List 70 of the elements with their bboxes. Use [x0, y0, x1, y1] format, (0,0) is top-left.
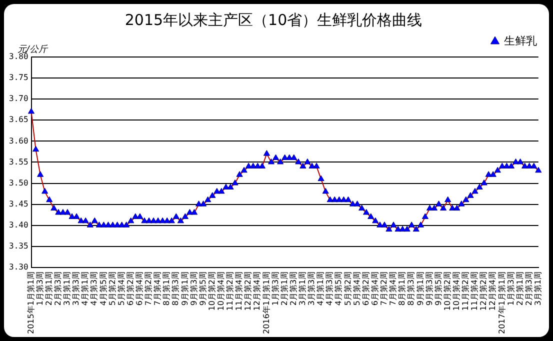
- x-tick-label: 4月第5周: [334, 271, 344, 306]
- x-tick-label: 6月第2周: [126, 271, 135, 306]
- y-tick-label: 3.30: [9, 262, 28, 272]
- x-tick-label: 4月第1周: [80, 271, 90, 306]
- y-tick-label: 3.75: [9, 73, 28, 82]
- x-tick-label: 2月第3周: [54, 271, 63, 306]
- x-tick-label: 6月第4周: [135, 271, 144, 306]
- x-tick-label: 8月第3周: [171, 271, 180, 306]
- x-tick-label: 8月第1周: [398, 271, 407, 306]
- x-tick-label: 3月第3周: [307, 271, 316, 306]
- y-tick-label: 3.65: [9, 115, 28, 124]
- x-tick-label: 10月第4周: [452, 271, 461, 311]
- x-tick-label: 1月第3周: [35, 271, 44, 306]
- x-tick-label: 7月第4周: [153, 271, 162, 306]
- x-tick-label: 7月第2周: [144, 271, 154, 306]
- y-tick-label: 3.60: [9, 136, 28, 146]
- x-tick-label: 2月第3周: [524, 271, 534, 306]
- x-tick-label: 3月第1周: [62, 271, 72, 306]
- x-tick-label: 12月第4周: [252, 271, 262, 311]
- chart-title: 2015年以来主产区（10省）生鲜乳价格曲线: [124, 10, 422, 29]
- y-tick-label: 3.50: [9, 178, 28, 188]
- x-tick-label: 2月第1周: [515, 271, 524, 306]
- x-tick-label: 5月第4周: [116, 271, 126, 306]
- x-tick-label: 3月第1周: [298, 271, 308, 306]
- x-tick-label: 2016年1月第1周: [262, 271, 271, 334]
- x-tick-label: 2月第1周: [44, 271, 54, 306]
- x-tick-label: 5月第2周: [108, 271, 117, 306]
- x-tick-label: 1月第3周: [270, 271, 280, 306]
- x-tick-label: 9月第5周: [434, 271, 443, 306]
- x-tick-label: 10月第2周: [207, 271, 216, 311]
- x-tick-label: 9月第1周: [180, 271, 190, 306]
- y-tick-label: 3.80: [9, 52, 28, 62]
- x-tick-label: 4月第3周: [325, 271, 334, 306]
- y-tick-label: 3.70: [9, 94, 28, 104]
- x-tick-label: 10月第2周: [442, 271, 452, 311]
- y-tick-label: 3.55: [9, 157, 28, 166]
- x-tick-label: 12月第4周: [488, 271, 498, 311]
- x-tick-label: 2月第1周: [280, 271, 289, 306]
- x-tick-label: 12月第2周: [479, 271, 488, 311]
- x-tick-label: 7月第4周: [388, 271, 398, 306]
- x-tick-label: 2017年1月第1周: [497, 271, 506, 334]
- x-tick-label: 4月第1周: [316, 271, 326, 306]
- x-tick-label: 9月第3周: [424, 271, 434, 306]
- x-tick-label: 11月第4周: [234, 271, 244, 311]
- x-tick-label: 12月第2周: [244, 271, 253, 311]
- x-tick-label: 8月第1周: [162, 271, 172, 306]
- y-tick-label: 3.35: [9, 241, 28, 250]
- x-tick-label: 4月第3周: [90, 271, 99, 306]
- x-tick-label: 11月第4周: [470, 271, 480, 311]
- x-tick-label: 9月第1周: [416, 271, 425, 306]
- x-tick-label: 5月第2周: [343, 271, 352, 306]
- x-tick-label: 6月第4周: [370, 271, 380, 306]
- x-tick-label: 2015年1月第1周: [26, 271, 36, 334]
- x-tick-label: 3月第3周: [72, 271, 81, 306]
- x-tick-label: 5月第4周: [352, 271, 362, 306]
- x-tick-label: 10月第4周: [216, 271, 226, 311]
- x-tick-label: 9月第5周: [198, 271, 208, 306]
- y-tick-label: 3.45: [9, 199, 28, 208]
- x-tick-label: 11月第2周: [461, 271, 470, 311]
- x-tick-label: 2月第3周: [288, 271, 298, 306]
- x-tick-label: 7月第2周: [380, 271, 389, 306]
- x-tick-label: 8月第3周: [406, 271, 416, 306]
- x-tick-label: 3月第1周: [533, 271, 542, 306]
- legend-label: 生鲜乳: [504, 34, 537, 48]
- y-tick-label: 3.40: [9, 220, 28, 230]
- x-tick-label: 4月第5周: [98, 271, 108, 306]
- x-tick-label: 9月第3周: [189, 271, 198, 306]
- x-tick-label: 1月第3周: [506, 271, 516, 306]
- x-tick-label: 6月第2周: [361, 271, 370, 306]
- x-tick-label: 11月第2周: [226, 271, 235, 311]
